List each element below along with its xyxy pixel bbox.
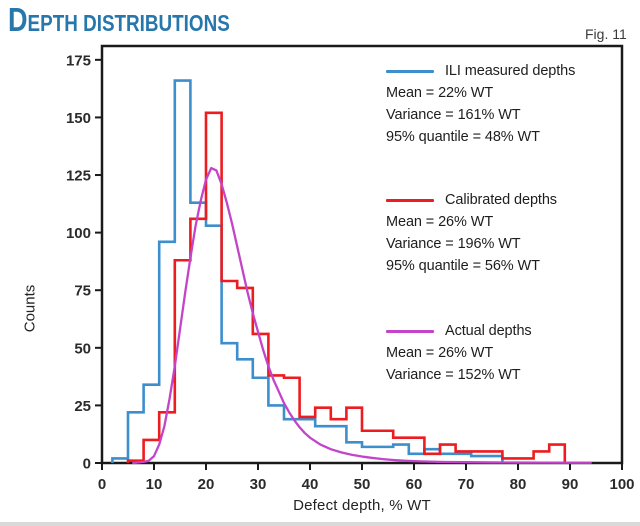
y-axis-title: Counts — [21, 284, 39, 333]
x-tick-label: 10 — [146, 476, 163, 493]
stat-mean-ili: Mean = 22% WT — [386, 85, 494, 101]
legend-label-calibrated: Calibrated depths — [445, 192, 557, 208]
x-axis-title: Defect depth, % WT — [293, 497, 431, 514]
y-tick-label: 125 — [66, 168, 91, 185]
y-tick-label: 175 — [66, 52, 91, 69]
x-tick-label: 20 — [198, 476, 215, 493]
x-tick-label: 0 — [98, 476, 106, 493]
x-tick-label: 70 — [458, 476, 475, 493]
y-tick-label: 50 — [74, 340, 91, 357]
legend-label-ili: ILI measured depths — [445, 63, 576, 79]
y-tick-label: 150 — [66, 110, 91, 127]
stat-variance-actual: Variance = 152% WT — [386, 367, 521, 383]
stat-variance-ili: Variance = 161% WT — [386, 107, 521, 123]
x-tick-label: 50 — [354, 476, 371, 493]
actual-depths-curve — [132, 166, 592, 465]
legend-label-actual: Actual depths — [445, 323, 532, 339]
y-tick-label: 75 — [74, 283, 91, 300]
stat-quantile-ili: 95% quantile = 48% WT — [386, 129, 540, 145]
actual-line-swatch-icon — [386, 329, 434, 333]
x-tick-label: 60 — [406, 476, 423, 493]
stat-mean-actual: Mean = 26% WT — [386, 345, 494, 361]
legend-entry: ILI measured depths — [386, 60, 626, 82]
calibrated-line-swatch-icon — [386, 198, 434, 202]
ili-measured-depths-step-line — [111, 79, 504, 463]
legend-block-ili: ILI measured depths Mean = 22% WT Varian… — [386, 60, 626, 148]
legend-block-actual: Actual depths Mean = 26% WT Variance = 1… — [386, 320, 626, 386]
y-tick-label: 25 — [74, 398, 91, 415]
stat-mean-calibrated: Mean = 26% WT — [386, 214, 494, 230]
legend-entry: Actual depths — [386, 320, 626, 342]
legend-block-calibrated: Calibrated depths Mean = 26% WT Variance… — [386, 189, 626, 277]
stat-variance-calibrated: Variance = 196% WT — [386, 236, 521, 252]
x-tick-label: 80 — [510, 476, 527, 493]
x-tick-label: 40 — [302, 476, 319, 493]
legend-entry: Calibrated depths — [386, 189, 626, 211]
calibrated-depths-step-line — [126, 111, 567, 463]
page-title: Depth distributions — [8, 1, 230, 38]
x-tick-label: 30 — [250, 476, 267, 493]
figure-number-label: Fig. 11 — [585, 26, 627, 42]
y-tick-label: 0 — [83, 456, 91, 473]
x-tick-label: 100 — [609, 476, 634, 493]
image-bottom-edge — [0, 522, 640, 526]
x-tick-label: 90 — [562, 476, 579, 493]
stat-quantile-calibrated: 95% quantile = 56% WT — [386, 258, 540, 274]
ili-line-swatch-icon — [386, 69, 434, 73]
y-tick-label: 100 — [66, 225, 91, 242]
